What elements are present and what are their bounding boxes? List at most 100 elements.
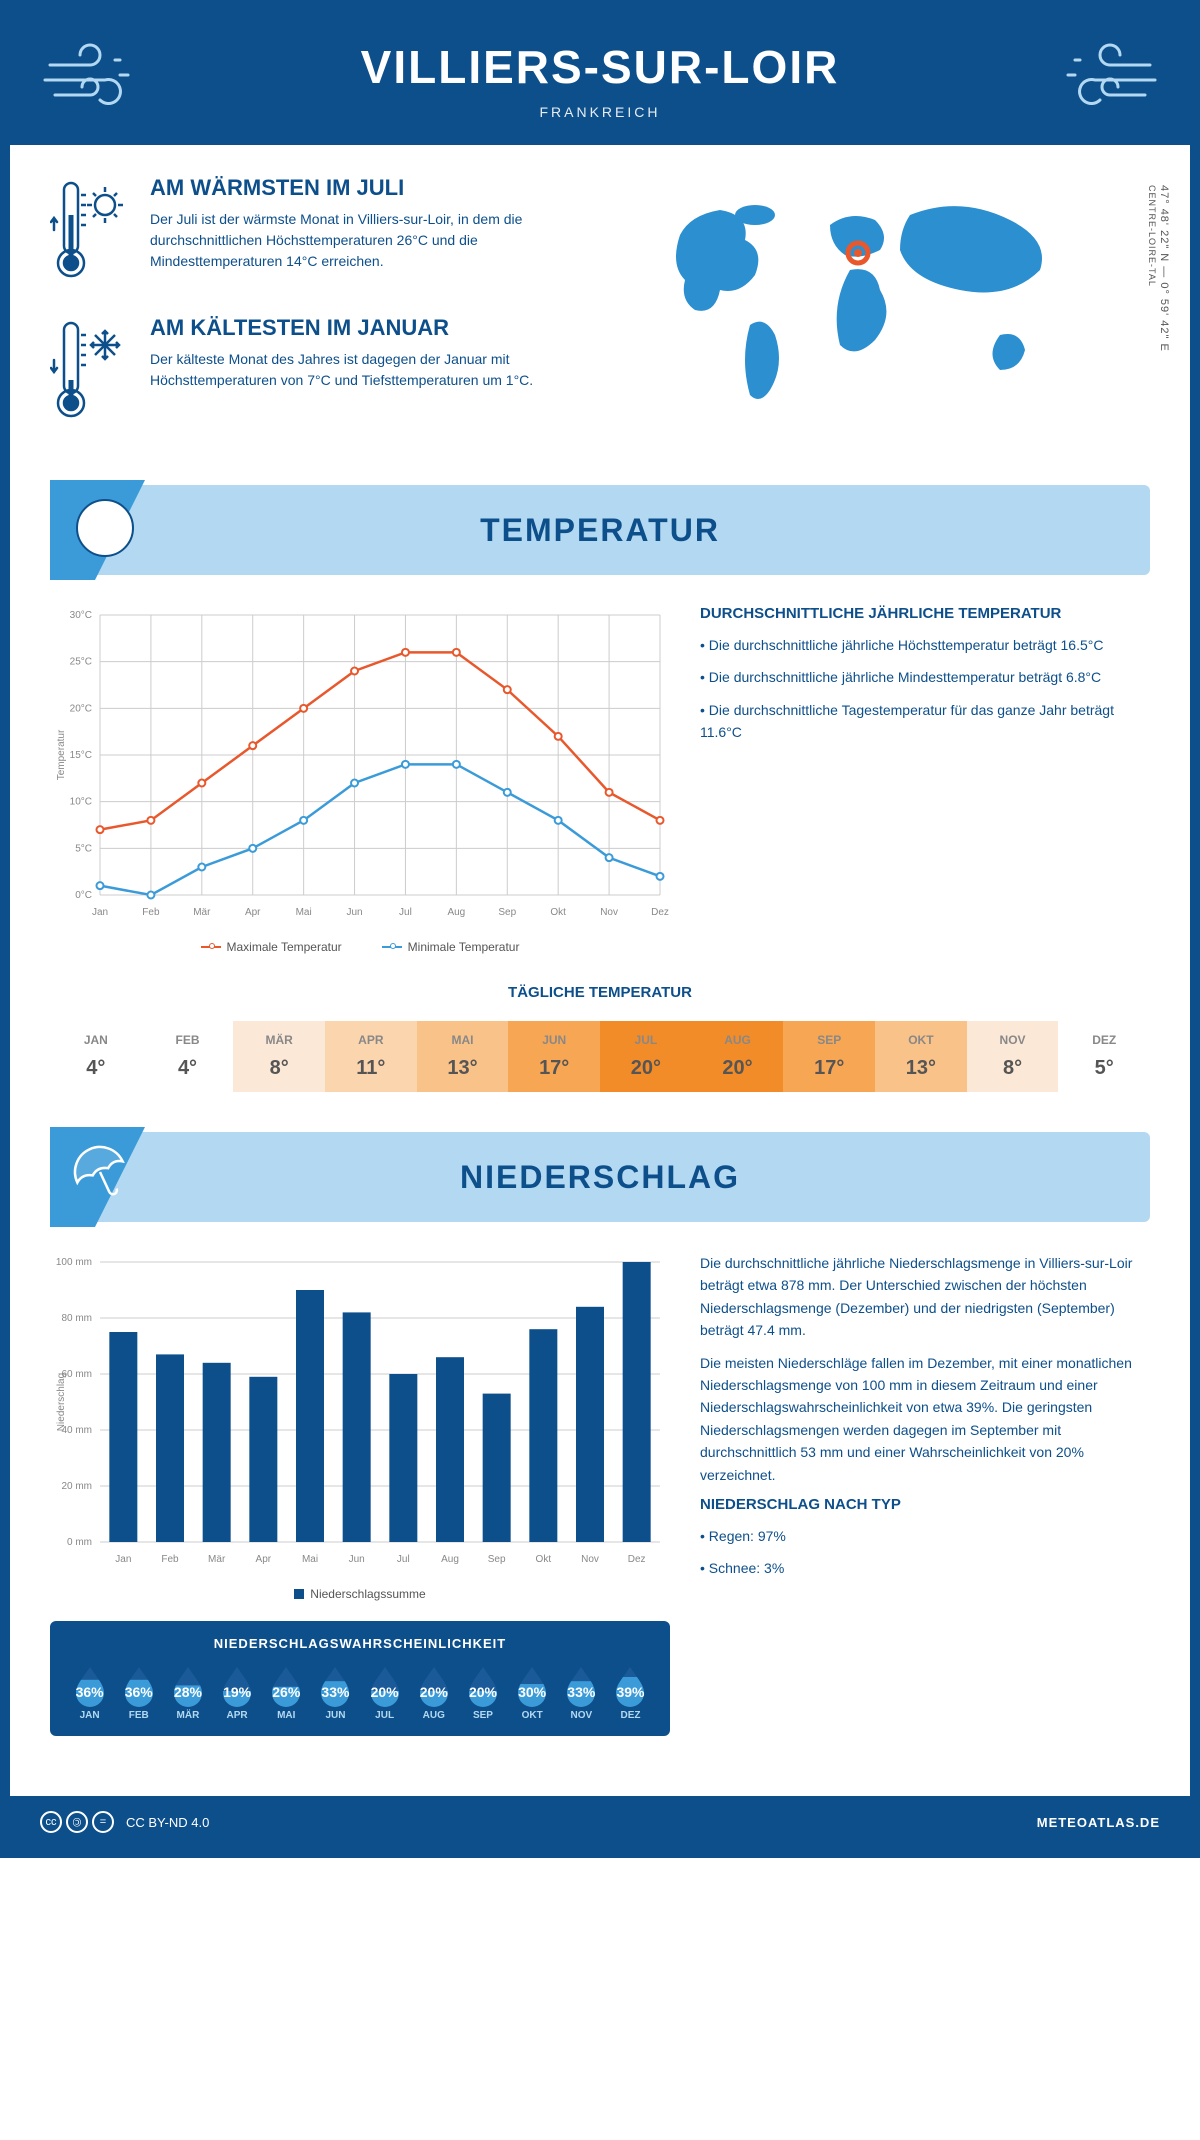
svg-text:Apr: Apr [245, 907, 261, 918]
svg-text:Feb: Feb [161, 1554, 179, 1565]
svg-text:Jan: Jan [92, 907, 108, 918]
temp-cell: AUG20° [692, 1021, 784, 1092]
svg-text:Okt: Okt [550, 907, 566, 918]
svg-text:Temperatur: Temperatur [56, 729, 67, 780]
drop-cell: 39% DEZ [606, 1663, 655, 1721]
svg-text:Dez: Dez [651, 907, 669, 918]
svg-text:Mär: Mär [193, 907, 211, 918]
world-map: 47° 48' 22" N — 0° 59' 42" E CENTRE-LOIR… [640, 175, 1150, 430]
daily-temp-grid: JAN4°FEB4°MÄR8°APR11°MAI13°JUN17°JUL20°A… [50, 1021, 1150, 1092]
svg-text:Niederschlag: Niederschlag [56, 1373, 67, 1431]
svg-text:Nov: Nov [581, 1554, 599, 1565]
coldest-title: AM KÄLTESTEN IM JANUAR [150, 315, 610, 341]
intro-row: AM WÄRMSTEN IM JULI Der Juli ist der wär… [50, 175, 1150, 455]
precipitation-row: 0 mm20 mm40 mm60 mm80 mm100 mmJanFebMärA… [50, 1252, 1150, 1736]
svg-text:Dez: Dez [628, 1554, 646, 1565]
drop-cell: 26% MAI [262, 1663, 311, 1721]
svg-text:Okt: Okt [536, 1554, 552, 1565]
temp-cell: APR11° [325, 1021, 417, 1092]
probability-box: NIEDERSCHLAGSWAHRSCHEINLICHKEIT 36% JAN … [50, 1621, 670, 1736]
drop-cell: 36% FEB [114, 1663, 163, 1721]
temp-cell: SEP17° [783, 1021, 875, 1092]
temp-legend: Maximale Temperatur Minimale Temperatur [50, 940, 670, 954]
temp-cell: NOV8° [967, 1021, 1059, 1092]
svg-text:0°C: 0°C [75, 890, 92, 901]
precip-type-bullet: • Schnee: 3% [700, 1557, 1150, 1579]
precipitation-chart: 0 mm20 mm40 mm60 mm80 mm100 mmJanFebMärA… [50, 1252, 670, 1572]
svg-text:20 mm: 20 mm [61, 1481, 92, 1492]
drop-cell: 20% SEP [458, 1663, 507, 1721]
temperature-heading: TEMPERATUR [480, 512, 720, 549]
drop-cell: 30% OKT [508, 1663, 557, 1721]
svg-text:5°C: 5°C [75, 843, 92, 854]
svg-text:Jul: Jul [397, 1554, 410, 1565]
temperature-row: 0°C5°C10°C15°C20°C25°C30°CJanFebMärAprMa… [50, 605, 1150, 954]
svg-text:80 mm: 80 mm [61, 1313, 92, 1324]
precip-type-title: NIEDERSCHLAG NACH TYP [700, 1496, 1150, 1513]
temp-cell: JUN17° [508, 1021, 600, 1092]
svg-text:Apr: Apr [256, 1554, 272, 1565]
svg-text:0 mm: 0 mm [67, 1537, 92, 1548]
svg-text:Sep: Sep [498, 907, 516, 918]
svg-text:25°C: 25°C [70, 657, 92, 668]
main-content: AM WÄRMSTEN IM JULI Der Juli ist der wär… [10, 145, 1190, 1796]
svg-text:Jun: Jun [346, 907, 362, 918]
page-title: VILLIERS-SUR-LOIR [30, 40, 1170, 94]
svg-text:Jan: Jan [115, 1554, 131, 1565]
svg-text:Aug: Aug [441, 1554, 459, 1565]
precip-p1: Die durchschnittliche jährliche Niedersc… [700, 1252, 1150, 1342]
precipitation-heading: NIEDERSCHLAG [460, 1159, 740, 1196]
svg-text:30°C: 30°C [70, 610, 92, 621]
svg-text:20°C: 20°C [70, 703, 92, 714]
temp-cell: OKT13° [875, 1021, 967, 1092]
page-frame: VILLIERS-SUR-LOIR FRANKREICH [0, 0, 1200, 1858]
page-subtitle: FRANKREICH [30, 104, 1170, 120]
svg-text:Jun: Jun [349, 1554, 365, 1565]
svg-text:Nov: Nov [600, 907, 618, 918]
temperature-banner: TEMPERATUR [50, 485, 1150, 575]
temp-cell: DEZ5° [1058, 1021, 1150, 1092]
drop-cell: 19% APR [213, 1663, 262, 1721]
drop-cell: 20% AUG [409, 1663, 458, 1721]
drop-cell: 28% MÄR [163, 1663, 212, 1721]
license-text: CC BY-ND 4.0 [126, 1815, 209, 1830]
temp-cell: JUL20° [600, 1021, 692, 1092]
umbrella-icon [50, 1127, 170, 1227]
drop-cell: 33% JUN [311, 1663, 360, 1721]
drop-cell: 33% NOV [557, 1663, 606, 1721]
footer: cc 🄯 = CC BY-ND 4.0 METEOATLAS.DE [10, 1796, 1190, 1848]
temp-bullet: • Die durchschnittliche Tagestemperatur … [700, 699, 1150, 744]
temp-desc-title: DURCHSCHNITTLICHE JÄHRLICHE TEMPERATUR [700, 605, 1150, 622]
thermometer-hot-icon [50, 175, 130, 285]
warmest-block: AM WÄRMSTEN IM JULI Der Juli ist der wär… [50, 175, 610, 290]
temperature-chart: 0°C5°C10°C15°C20°C25°C30°CJanFebMärAprMa… [50, 605, 670, 925]
temp-cell: MÄR8° [233, 1021, 325, 1092]
precip-legend: Niederschlagssumme [50, 1587, 670, 1601]
daily-temp-title: TÄGLICHE TEMPERATUR [50, 984, 1150, 1001]
thermometer-cold-icon [50, 315, 130, 425]
coordinates: 47° 48' 22" N — 0° 59' 42" E CENTRE-LOIR… [1146, 185, 1170, 352]
svg-text:15°C: 15°C [70, 750, 92, 761]
svg-text:Feb: Feb [142, 907, 160, 918]
svg-text:Jul: Jul [399, 907, 412, 918]
precip-type-bullet: • Regen: 97% [700, 1525, 1150, 1547]
header: VILLIERS-SUR-LOIR FRANKREICH [10, 10, 1190, 145]
coldest-block: AM KÄLTESTEN IM JANUAR Der kälteste Mona… [50, 315, 610, 430]
svg-text:100 mm: 100 mm [56, 1257, 92, 1268]
temp-cell: MAI13° [417, 1021, 509, 1092]
warmest-text: Der Juli ist der wärmste Monat in Villie… [150, 209, 610, 272]
svg-text:Aug: Aug [447, 907, 465, 918]
svg-text:Mär: Mär [208, 1554, 226, 1565]
svg-text:Mai: Mai [302, 1554, 318, 1565]
cc-icons: cc 🄯 = [40, 1811, 114, 1833]
warmest-title: AM WÄRMSTEN IM JULI [150, 175, 610, 201]
temp-bullet: • Die durchschnittliche jährliche Mindes… [700, 666, 1150, 688]
temp-cell: JAN4° [50, 1021, 142, 1092]
temp-cell: FEB4° [142, 1021, 234, 1092]
sun-icon [50, 480, 170, 580]
precip-p2: Die meisten Niederschläge fallen im Deze… [700, 1352, 1150, 1486]
drop-cell: 20% JUL [360, 1663, 409, 1721]
site-name: METEOATLAS.DE [1037, 1815, 1160, 1830]
svg-text:Sep: Sep [488, 1554, 506, 1565]
coldest-text: Der kälteste Monat des Jahres ist dagege… [150, 349, 610, 391]
